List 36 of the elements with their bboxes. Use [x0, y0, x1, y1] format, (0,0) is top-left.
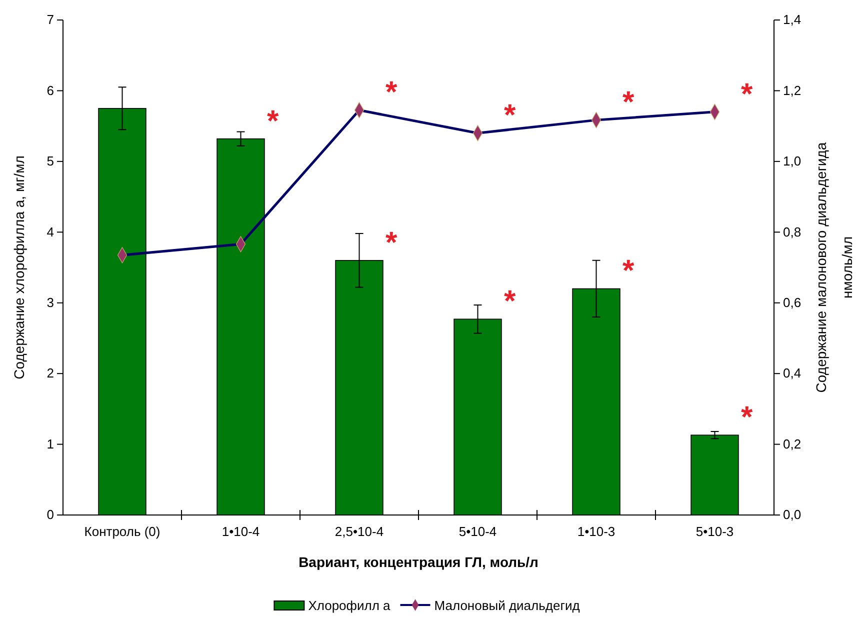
y2-axis-title: Содержание малонового диальдегида нмоль/мл [813, 142, 855, 393]
annotation: * [385, 226, 398, 260]
legend-label: Хлорофилл а [308, 598, 392, 613]
annotation: * [504, 285, 516, 318]
y-tick-label: 3 [46, 295, 54, 310]
y2-tick-label: 1,2 [783, 82, 802, 98]
y-axis-title: Содержание хлорофилла а, мг/мл [11, 156, 27, 380]
y2-tick-label: 0,4 [783, 366, 802, 381]
y-tick-label: 1 [46, 436, 54, 452]
y-tick-label: 7 [46, 12, 54, 28]
y2-tick-label: 1,0 [783, 154, 802, 169]
legend-label: Малоновый диальдегид [434, 598, 580, 613]
x-axis-title: Вариант, концентрация ГЛ, моль/л [298, 554, 538, 570]
y-tick-label: 0 [46, 507, 54, 522]
y-tick-label: 2 [46, 366, 54, 381]
y-tick-label: 4 [46, 224, 54, 240]
y2-tick-label: 0,6 [783, 295, 802, 310]
annotation: * [622, 86, 634, 120]
y2-tick-label: 1,4 [783, 12, 802, 28]
annotation: * [504, 99, 516, 132]
y2-tick-label: 0,2 [783, 436, 802, 452]
x-tick-label: 1•10-4 [222, 524, 260, 540]
x-tick-label: 5•10-4 [458, 524, 497, 540]
x-tick-label: Контроль (0) [84, 524, 160, 540]
x-tick-label: 2,5•10-4 [334, 524, 384, 540]
annotation: * [622, 254, 634, 288]
x-tick-label: 5•10-3 [696, 524, 734, 540]
y2-tick-label: 0,0 [783, 507, 802, 522]
annotation: * [385, 76, 398, 110]
y2-tick-label: 0,8 [783, 224, 802, 240]
annotation: * [266, 104, 279, 138]
annotation: * [740, 78, 753, 111]
annotation: * [740, 401, 753, 434]
y-tick-label: 5 [46, 154, 54, 169]
x-tick-label: 1•10-3 [577, 524, 616, 540]
y-tick-label: 6 [46, 82, 54, 98]
